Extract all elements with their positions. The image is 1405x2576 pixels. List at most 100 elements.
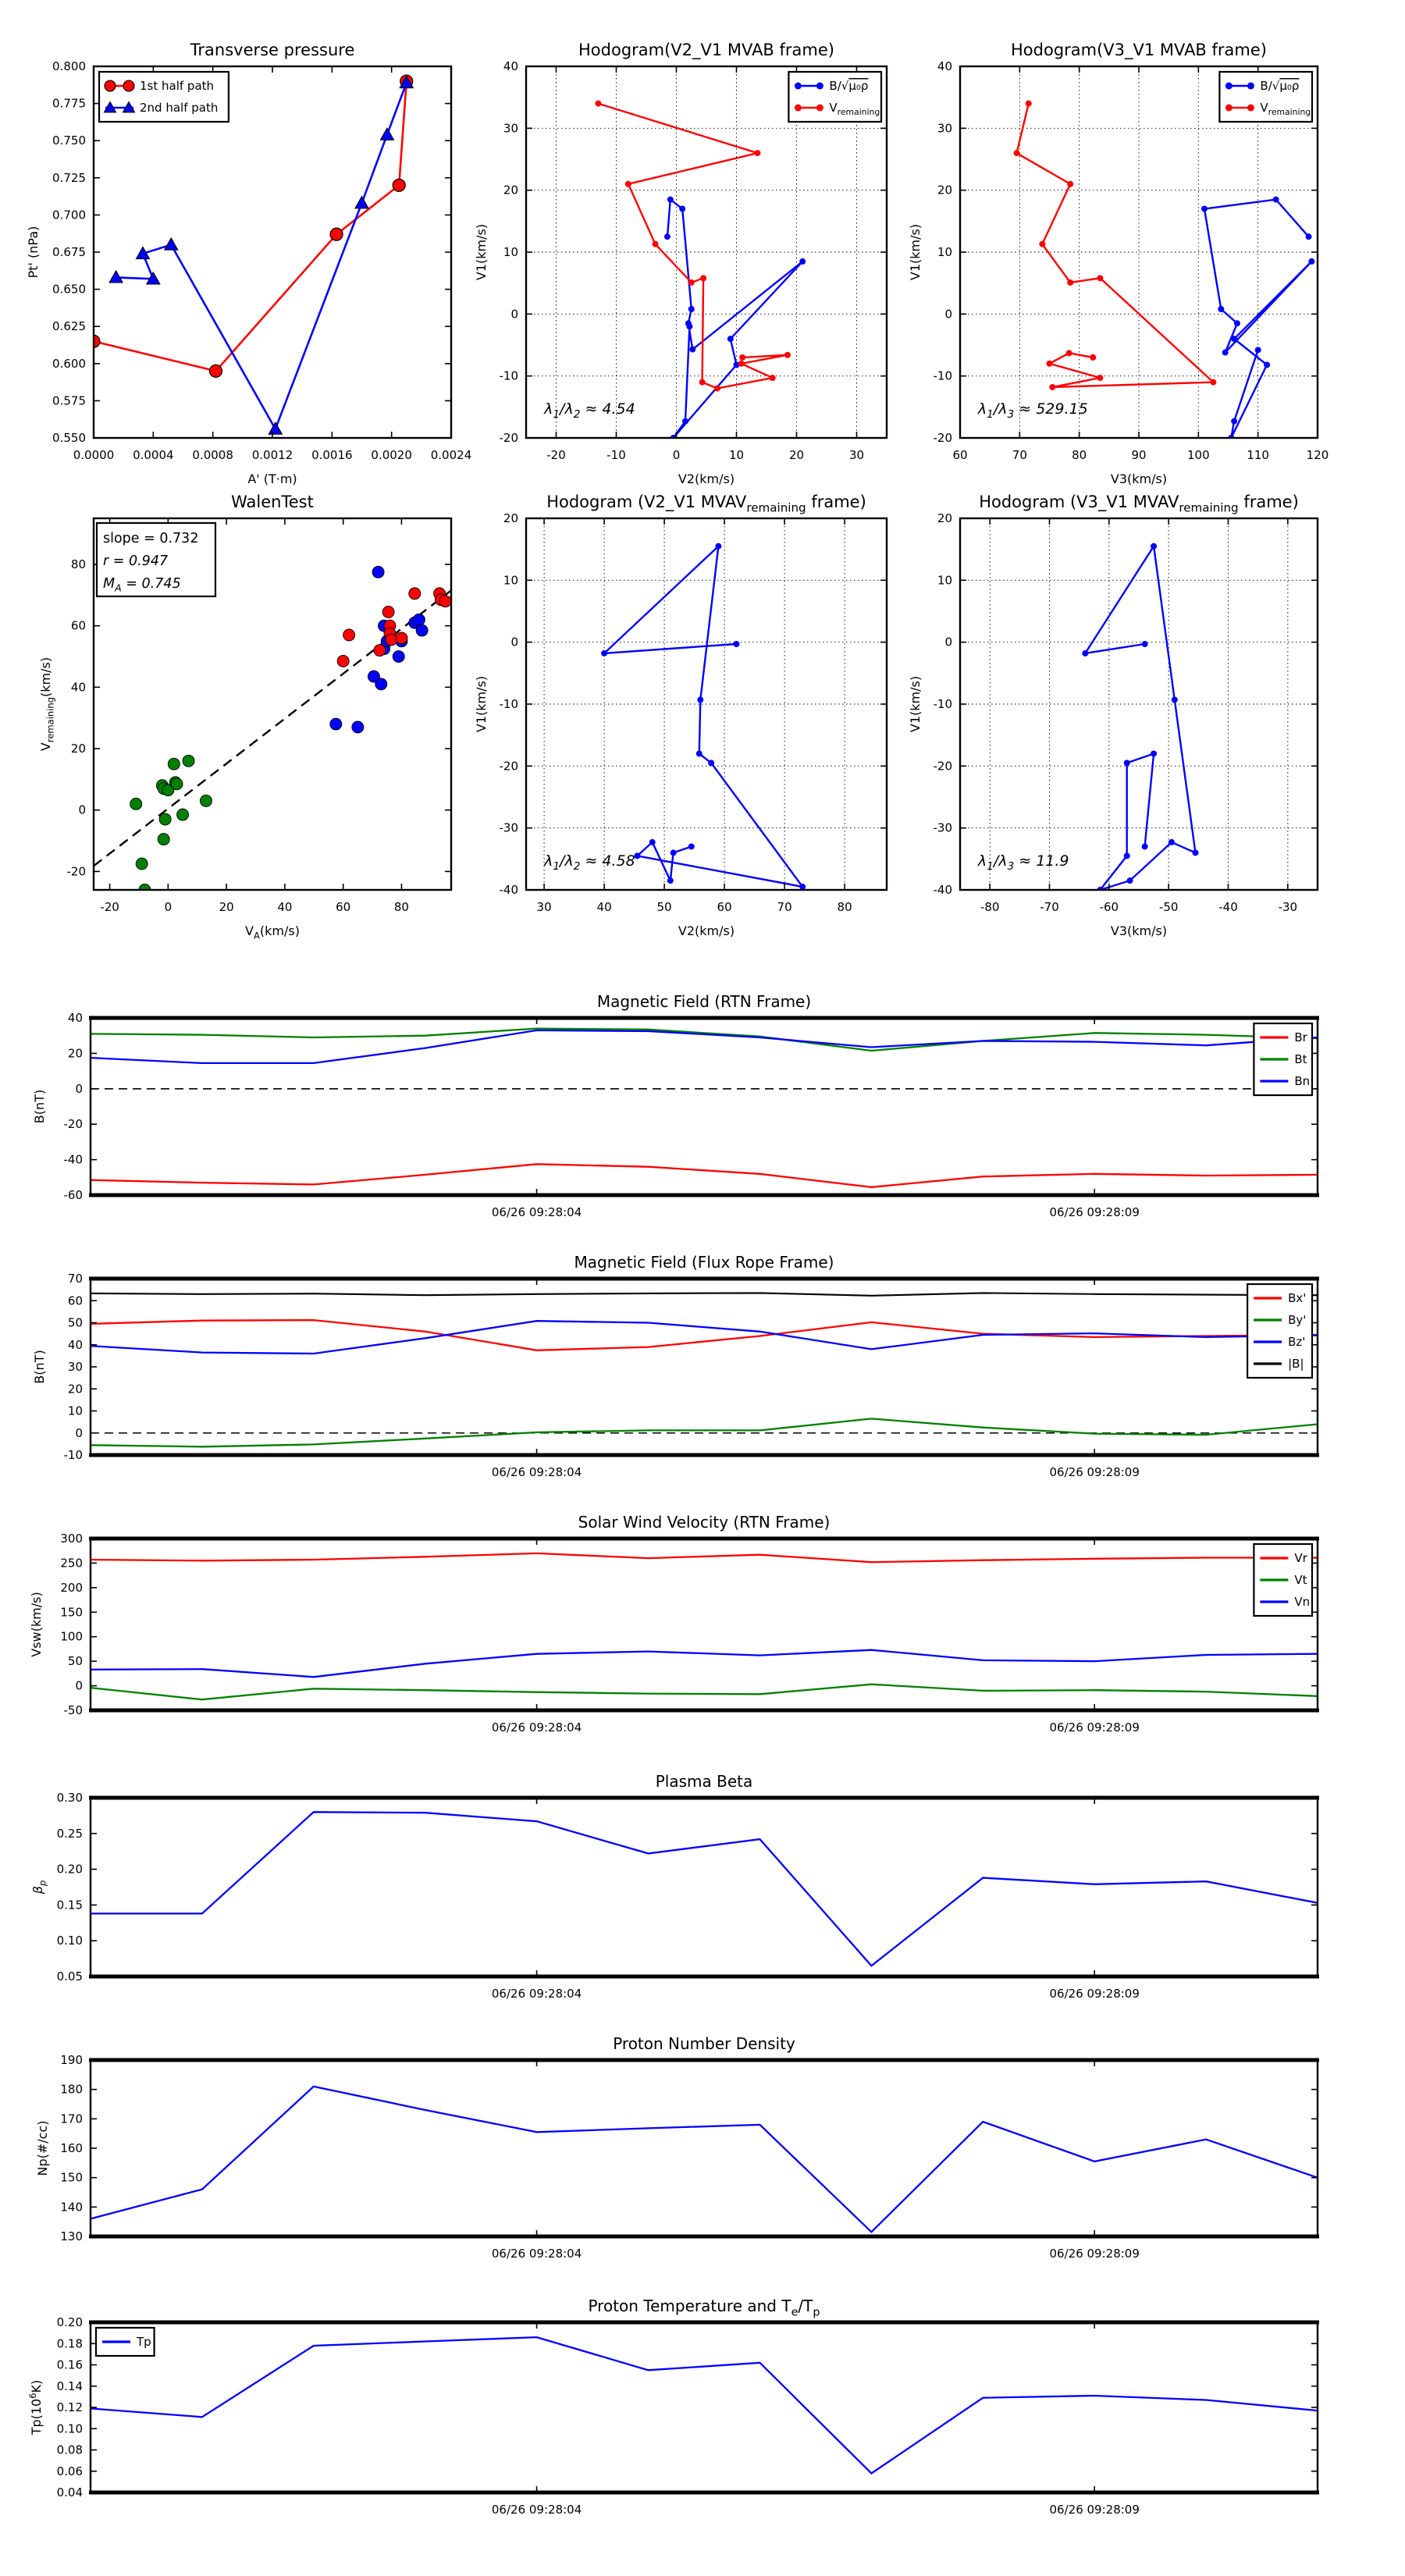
panel-vsw-rtn: 06/26 09:28:04 06/26 09:28:09 -50 0 50 100 150… (29, 1513, 1319, 1735)
data-point (624, 180, 631, 187)
x-tick-label: 06/26 09:28:04 (492, 2247, 582, 2261)
data-point (713, 385, 720, 392)
panel-title: WalenTest (231, 493, 314, 511)
data-point (1013, 150, 1020, 157)
data-point (689, 346, 696, 353)
data-point (329, 717, 343, 731)
data-point (1210, 379, 1217, 386)
x-tick-label: 06/26 09:28:09 (1050, 1205, 1140, 1219)
data-point (1308, 258, 1315, 265)
series-Vn (91, 1649, 1318, 1678)
panel-hodogram-v3v1-mvav: -80 -70 -60 -50 -40 -30 -40 -30 -20 -10 0 10 20 Hodog… (908, 493, 1319, 938)
series-V path (601, 543, 805, 888)
x-tick-label: 06/26 09:28:04 (492, 1987, 582, 2001)
data-point (686, 323, 693, 330)
data-point (1067, 279, 1074, 286)
x-tick-label: 06/26 09:28:09 (1050, 1465, 1140, 1479)
data-point (130, 797, 143, 810)
legend-label: Bt (1294, 1052, 1307, 1066)
data-point (1082, 649, 1089, 656)
x-tick-label: 0.0012 (252, 448, 293, 462)
series-group (91, 2336, 1318, 2475)
axes-frame (959, 517, 1319, 891)
legend-label: Br (1294, 1030, 1307, 1044)
data-point (739, 354, 746, 361)
y-axis-label: V1(km/s) (908, 676, 923, 732)
series-group (1013, 100, 1315, 438)
data-point (1168, 838, 1175, 845)
data-point (375, 678, 388, 691)
data-point (663, 233, 670, 240)
y-tick-label: 140 (60, 2200, 83, 2214)
y-tick-label: -40 (500, 883, 519, 897)
y-tick-label: 0.675 (52, 245, 86, 259)
data-point (157, 833, 170, 846)
y-tick-label: 0 (944, 307, 952, 321)
data-point (682, 418, 689, 425)
y-tick-label: 20 (503, 511, 518, 525)
x-tick-label: 60 (952, 448, 967, 462)
y-tick-label: 20 (503, 183, 518, 197)
y-tick-label: 20 (937, 511, 952, 525)
panel-title: Plasma Beta (656, 1772, 753, 1791)
series-Np (91, 2085, 1318, 2233)
panel-walen-test: -20 0 20 40 60 80 -20 0 20 40 60 80 WalenTest VA(km/s… (38, 493, 453, 941)
data-point (1200, 205, 1208, 212)
y-tick-label: -20 (934, 431, 953, 445)
y-tick-label: 0 (75, 1426, 83, 1440)
panel-title: Hodogram(V3_V1 MVAB frame) (1011, 41, 1267, 60)
data-point (1151, 750, 1158, 757)
data-point (392, 178, 406, 192)
data-point (1126, 877, 1133, 884)
y-tick-label: -40 (64, 1153, 84, 1167)
panel-hodogram-v2v1-mvav: 30 40 50 60 70 80 -40 -30 -20 -10 0 10 20 Hodogram (V… (474, 493, 888, 938)
panel-b-rtn: 06/26 09:28:04 06/26 09:28:09 -60 -40 -20 0 20… (32, 992, 1319, 1219)
data-point (336, 654, 350, 667)
data-point (688, 843, 695, 850)
series-B/sqrt(mu0 rho) (666, 197, 804, 438)
data-point (715, 543, 722, 550)
data-point (1025, 100, 1032, 107)
panel-b-fluxrope: 06/26 09:28:04 06/26 09:28:09 -10 0 10 20 30 40… (32, 1253, 1319, 1479)
data-point (697, 696, 704, 703)
y-tick-label: 10 (68, 1404, 83, 1418)
data-point (733, 361, 740, 368)
y-tick-label: 180 (60, 2083, 83, 2097)
series-group (94, 74, 414, 435)
y-tick-label: 0 (510, 307, 518, 321)
legend-label: Tp (136, 2335, 151, 2349)
y-tick-label: 30 (937, 121, 952, 135)
series-Bn (91, 1029, 1318, 1065)
y-tick-label: 10 (503, 573, 518, 587)
y-tick-label: 0.04 (57, 2485, 83, 2500)
stats-line: r = 0.947 (103, 553, 168, 569)
y-tick-label: -50 (64, 1703, 84, 1717)
panel-title: Hodogram (V2_V1 MVAVremaining frame) (546, 493, 866, 515)
series-Bx' (91, 1318, 1318, 1351)
x-tick-label: 06/26 09:28:09 (1050, 1720, 1140, 1735)
legend: Br Bt Bn (1253, 1022, 1314, 1097)
y-axis-label: V1(km/s) (474, 676, 489, 732)
x-tick-label: -40 (1218, 900, 1238, 914)
axes-frame (89, 2321, 1319, 2494)
series-2nd half path (116, 82, 408, 432)
data-point (754, 150, 761, 157)
annotation: λ1/λ3 ≈ 11.9 (977, 852, 1069, 873)
data-point (1231, 336, 1238, 343)
series-group (91, 2085, 1318, 2233)
y-tick-label: 40 (71, 680, 86, 694)
x-tick-label: 0.0020 (371, 448, 412, 462)
panel-title: Proton Number Density (613, 2034, 795, 2053)
data-point (1123, 760, 1130, 767)
data-point (1218, 305, 1225, 312)
y-tick-label: -40 (934, 883, 953, 897)
panel-title: Magnetic Field (RTN Frame) (597, 992, 811, 1011)
y-tick-label: 0.08 (57, 2443, 83, 2457)
y-tick-label: 10 (937, 573, 952, 587)
x-tick-label: -50 (1159, 900, 1179, 914)
y-tick-label: -20 (64, 1117, 84, 1131)
legend-label: By' (1288, 1313, 1306, 1327)
y-tick-label: 0.18 (57, 2336, 83, 2350)
